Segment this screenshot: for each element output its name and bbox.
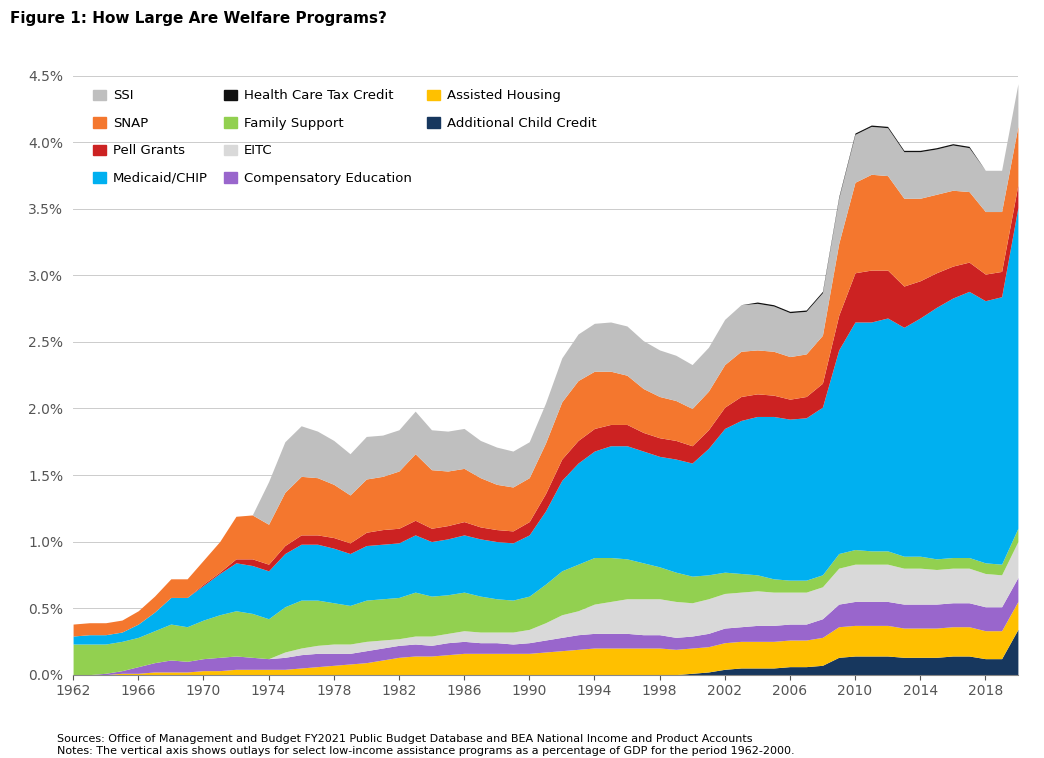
Legend: SSI, SNAP, Pell Grants, Medicaid/CHIP, Health Care Tax Credit, Family Support, E: SSI, SNAP, Pell Grants, Medicaid/CHIP, H… <box>89 86 600 189</box>
Text: Sources: Office of Management and Budget FY2021 Public Budget Database and BEA N: Sources: Office of Management and Budget… <box>57 734 753 744</box>
Text: Figure 1: How Large Are Welfare Programs?: Figure 1: How Large Are Welfare Programs… <box>10 11 387 27</box>
Text: Notes: The vertical axis shows outlays for select low-income assistance programs: Notes: The vertical axis shows outlays f… <box>57 746 796 756</box>
